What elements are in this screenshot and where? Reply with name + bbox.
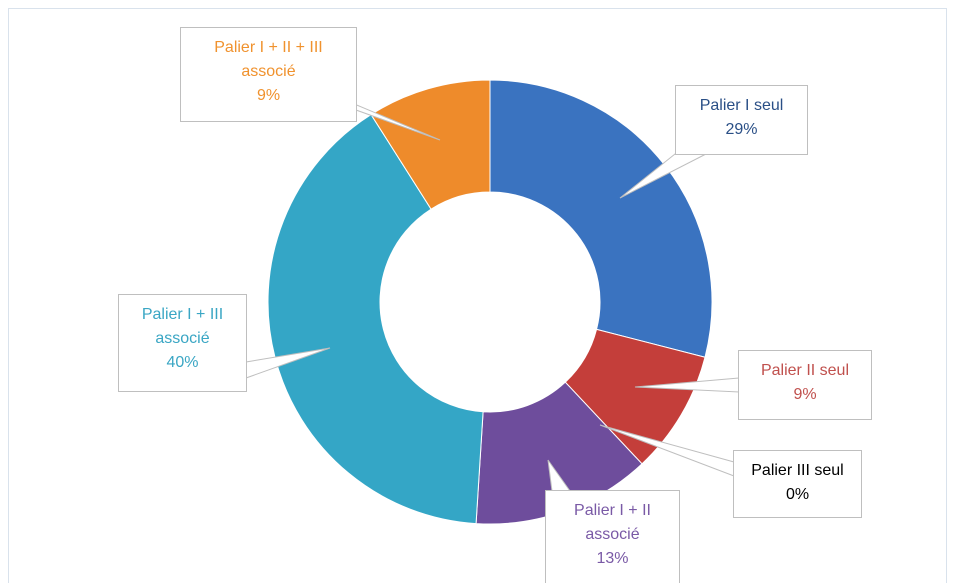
data-label: Palier I seul 29% bbox=[675, 85, 808, 155]
chart-frame bbox=[8, 8, 947, 583]
data-label: Palier I + II + III associé 9% bbox=[180, 27, 357, 122]
label-value: 40% bbox=[166, 354, 199, 371]
donut-slice bbox=[267, 113, 484, 525]
donut-slice bbox=[489, 79, 713, 358]
donut-slice bbox=[370, 79, 491, 210]
label-category: Palier I + III associé bbox=[141, 306, 224, 347]
label-category: Palier I + II + III associé bbox=[214, 39, 323, 80]
data-label: Palier II seul 9% bbox=[738, 350, 872, 420]
label-category: Palier I + II associé bbox=[574, 502, 651, 543]
label-value: 29% bbox=[725, 121, 758, 138]
data-label: Palier III seul 0% bbox=[733, 450, 862, 518]
label-value: 9% bbox=[256, 87, 281, 104]
data-label: Palier I + II associé 13% bbox=[545, 490, 680, 583]
label-value: 0% bbox=[785, 486, 810, 503]
label-value: 9% bbox=[793, 386, 817, 403]
label-category: Palier I seul bbox=[699, 97, 784, 114]
data-label: Palier I + III associé 40% bbox=[118, 294, 247, 392]
label-category: Palier III seul bbox=[751, 462, 844, 479]
label-category: Palier II seul bbox=[760, 362, 850, 379]
label-value: 13% bbox=[596, 550, 629, 567]
